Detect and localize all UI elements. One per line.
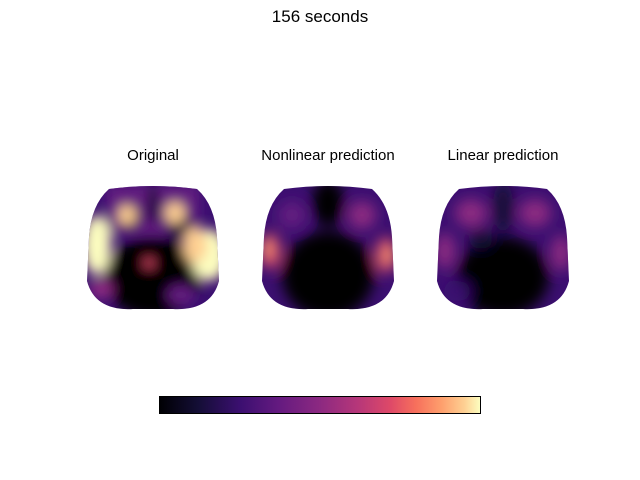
figure-title: 156 seconds: [271, 7, 369, 26]
brain-map-nonlinear: [262, 186, 394, 310]
brain-map-original: [87, 186, 219, 310]
brain-map-linear: [437, 186, 569, 310]
panel-title-nonlinear: Nonlinear prediction: [261, 147, 395, 164]
colorbar: [159, 396, 481, 414]
panel-title-original: Original: [127, 147, 179, 164]
panel-title-linear: Linear prediction: [447, 147, 559, 164]
